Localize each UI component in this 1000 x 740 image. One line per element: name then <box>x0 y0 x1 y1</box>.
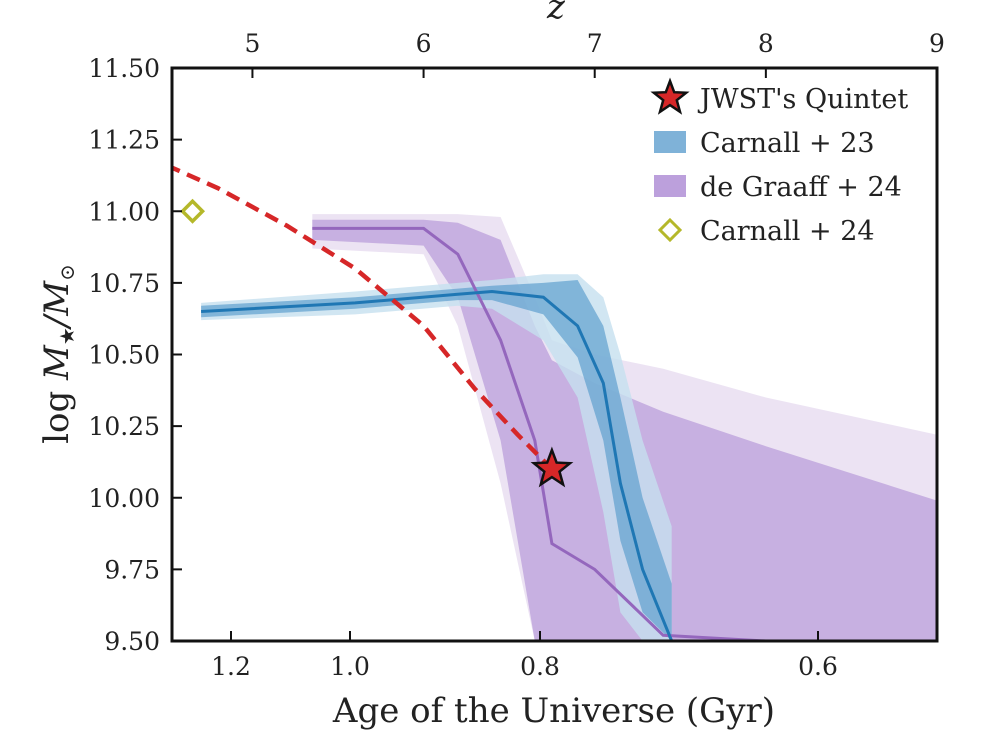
top-x-tick-label: 8 <box>758 29 774 58</box>
y-tick-label: 11.50 <box>88 54 160 83</box>
quintet-star-marker <box>530 446 574 488</box>
y-axis-title-star: ★ <box>55 327 79 345</box>
legend-carnall-24-diamond-icon <box>657 217 683 243</box>
y-tick-label: 11.00 <box>88 197 160 226</box>
top-x-tick-label: 6 <box>416 29 432 58</box>
legend-de-graaff-24-label: de Graaff + 24 <box>700 172 902 203</box>
legend-jwst-s-quintet-label: JWST's Quintet <box>697 84 908 115</box>
quintet-dashed-line <box>172 165 554 471</box>
legend-carnall-23-swatch <box>654 131 686 153</box>
uncertainty-bands <box>201 214 937 641</box>
x-tick-label: 1.2 <box>211 652 251 681</box>
top-x-tick-label: 7 <box>587 29 603 58</box>
top-x-tick-label: 9 <box>929 29 945 58</box>
y-axis-title-mass: M <box>37 344 77 381</box>
y-tick-label: 10.75 <box>88 269 160 298</box>
de-graaff-24-median-line <box>312 226 937 641</box>
legend: JWST's Quintet Carnall + 23 de Graaff + 24… <box>650 77 908 247</box>
legend-carnall-23-label: Carnall + 23 <box>700 128 875 159</box>
legend-de-graaff-24-swatch <box>654 175 686 197</box>
y-tick-label: 10.00 <box>88 484 160 513</box>
x-axis-title: Age of the Universe (Gyr) <box>332 691 775 731</box>
legend-carnall-24-label: Carnall + 24 <box>700 216 875 247</box>
top-x-tick-label: 5 <box>244 29 260 58</box>
x-tick-label: 0.6 <box>798 652 838 681</box>
series-lines <box>172 165 937 641</box>
y-tick-label: 11.25 <box>88 126 160 155</box>
y-axis-title-log: log <box>37 380 77 444</box>
y-axis-title-sun: ⊙ <box>55 264 79 281</box>
axis-ticks: 11.50 11.25 11.00 10.75 10.50 10.25 10.00 9.75 9… <box>88 29 945 681</box>
carnall-23-median-line <box>201 289 674 641</box>
y-axis-title: log M★/M⊙ <box>37 264 79 444</box>
legend-jwst-s-quintet-star-icon <box>650 77 690 115</box>
carnall24-diamond-marker <box>180 198 206 224</box>
y-axis-title-msun: /M <box>37 280 77 330</box>
x-tick-label: 0.8 <box>520 652 560 681</box>
top-x-axis-title: z <box>546 0 566 27</box>
x-tick-label: 1.0 <box>330 652 370 681</box>
y-tick-label: 9.75 <box>104 555 160 584</box>
y-tick-label: 10.50 <box>88 341 160 370</box>
y-tick-label: 9.50 <box>104 627 160 656</box>
series-markers <box>180 198 574 488</box>
y-tick-label: 10.25 <box>88 412 160 441</box>
